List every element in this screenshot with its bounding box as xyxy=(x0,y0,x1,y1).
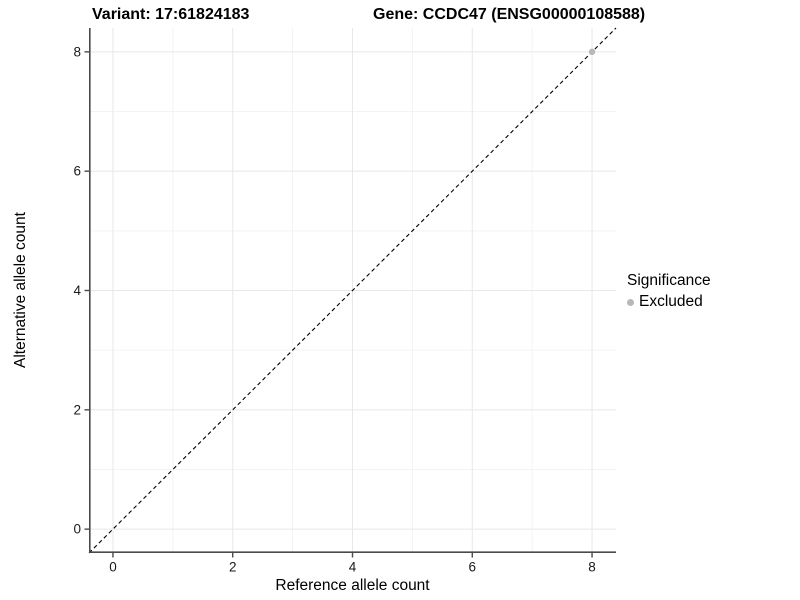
y-tick-label: 4 xyxy=(73,283,81,298)
y-tick-label: 0 xyxy=(73,522,81,537)
identity-dashed-line xyxy=(88,27,617,554)
plot-panel: 0 2 4 6 8 0 2 4 6 8 xyxy=(73,27,617,575)
x-tick-label: 0 xyxy=(109,560,117,575)
legend-title: Significance xyxy=(627,272,711,289)
x-tick-label: 8 xyxy=(588,560,596,575)
x-axis-title: Reference allele count xyxy=(275,577,430,594)
y-tick-label: 6 xyxy=(73,164,81,179)
x-tick-label: 6 xyxy=(469,560,477,575)
x-tick-label: 2 xyxy=(229,560,237,575)
plot-title-gene: Gene: CCDC47 (ENSG00000108588) xyxy=(373,6,646,23)
legend-item-label: Excluded xyxy=(639,293,703,310)
x-tick-label: 4 xyxy=(349,560,357,575)
legend: Significance Excluded xyxy=(627,272,711,311)
plot-title-variant: Variant: 17:61824183 xyxy=(92,6,250,23)
legend-item-excluded: Excluded xyxy=(627,293,711,311)
y-axis-title: Alternative allele count xyxy=(12,212,29,369)
y-tick-label: 8 xyxy=(73,44,81,59)
data-point xyxy=(588,48,596,56)
y-tick-label: 2 xyxy=(73,402,81,417)
excluded-point-icon xyxy=(627,298,634,306)
